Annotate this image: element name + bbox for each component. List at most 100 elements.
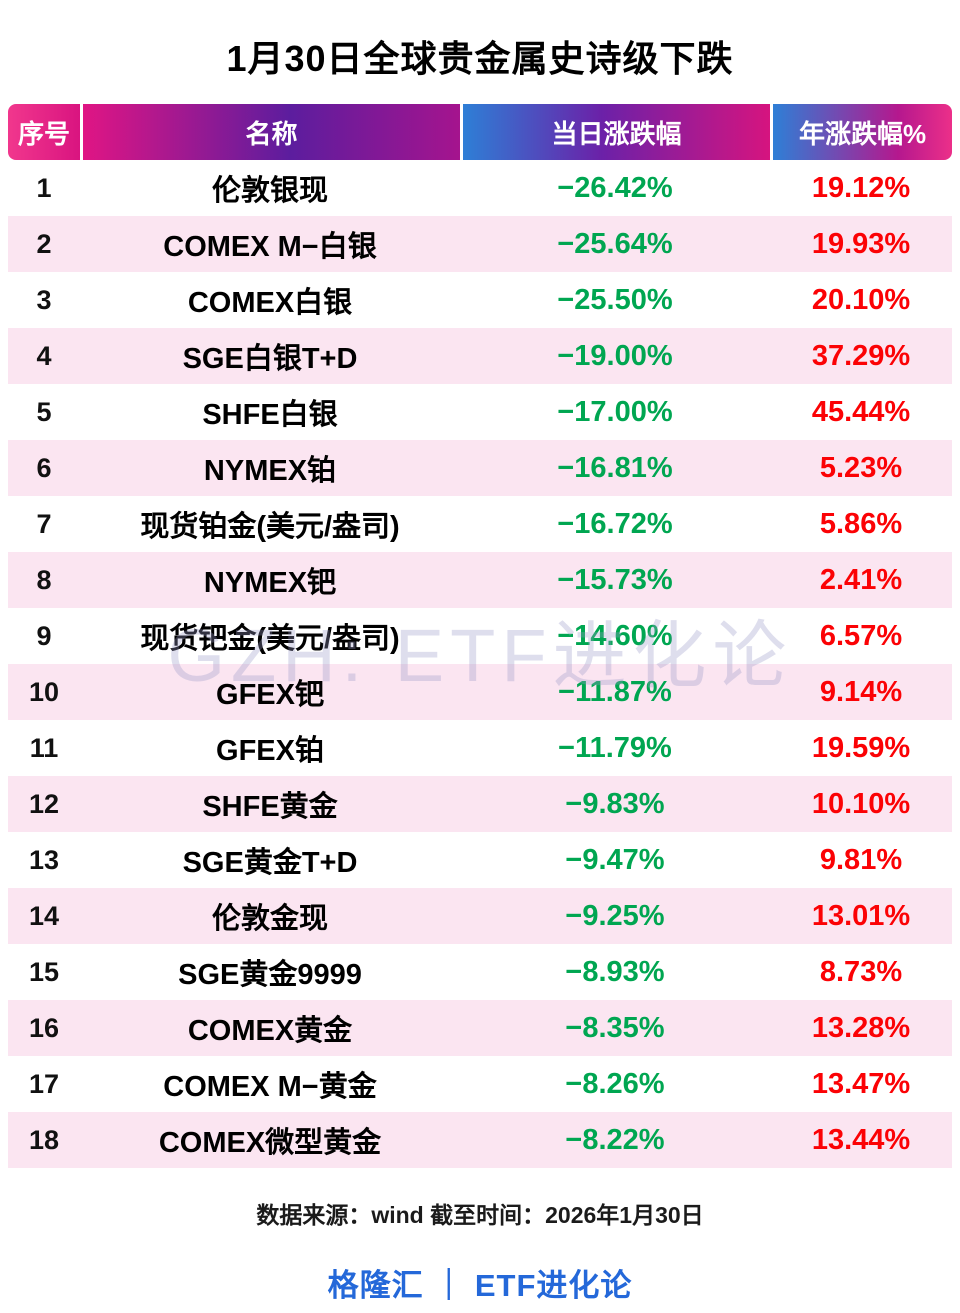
instrument-name: COMEX M−白银 xyxy=(163,231,377,263)
yearly-change-value: 8.73% xyxy=(819,955,903,988)
daily-change-value: −11.87% xyxy=(558,675,672,708)
daily-change-value: −8.35% xyxy=(565,1011,665,1044)
table-row: 1 伦敦银现 −26.42% 19.12% xyxy=(8,160,952,216)
table-row: 9 现货钯金(美元/盎司) −14.60% 6.57% xyxy=(8,608,952,664)
table-body: 1 伦敦银现 −26.42% 19.12% 2 COMEX M−白银 −25.64% 19.9… xyxy=(8,160,952,1168)
page-title: 1月30日全球贵金属史诗级下跌 xyxy=(226,38,734,79)
row-index: 14 xyxy=(28,900,60,931)
instrument-name: SGE白银T+D xyxy=(182,343,358,375)
daily-change-value: −9.25% xyxy=(565,899,665,932)
yearly-change-value: 19.93% xyxy=(811,227,911,260)
header-index: 序号 xyxy=(8,104,80,160)
row-index: 1 xyxy=(36,172,52,203)
row-index: 6 xyxy=(36,452,52,483)
instrument-name: 伦敦金现 xyxy=(211,903,328,935)
yearly-change-value: 19.59% xyxy=(811,731,911,764)
daily-change-value: −17.00% xyxy=(557,395,673,428)
yearly-change-value: 5.86% xyxy=(819,507,903,540)
yearly-change-value: 9.14% xyxy=(819,675,903,708)
table-row: 4 SGE白银T+D −19.00% 37.29% xyxy=(8,328,952,384)
row-index: 4 xyxy=(36,340,52,371)
instrument-name: SGE黄金T+D xyxy=(182,847,358,879)
daily-change-value: −8.22% xyxy=(565,1123,665,1156)
table-row: 17 COMEX M−黄金 −8.26% 13.47% xyxy=(8,1056,952,1112)
instrument-name: COMEX白银 xyxy=(187,287,353,319)
data-source-note: 数据来源：wind 截至时间：2026年1月30日 xyxy=(256,1202,704,1228)
table-row: 13 SGE黄金T+D −9.47% 9.81% xyxy=(8,832,952,888)
instrument-name: 现货铂金(美元/盎司) xyxy=(140,511,400,543)
metals-table: 序号 名称 当日涨跌幅 年涨跌幅% 1 伦敦银现 −26.42% 19.12% 2 COM… xyxy=(8,104,952,1168)
table-row: 15 SGE黄金9999 −8.93% 8.73% xyxy=(8,944,952,1000)
instrument-name: COMEX M−黄金 xyxy=(163,1071,377,1103)
yearly-change-value: 45.44% xyxy=(811,395,911,428)
yearly-change-value: 13.44% xyxy=(811,1123,911,1156)
instrument-name: SHFE白银 xyxy=(202,399,338,431)
header-name: 名称 xyxy=(83,104,460,160)
daily-change-value: −8.93% xyxy=(565,955,665,988)
daily-change-value: −9.47% xyxy=(565,843,665,876)
header-yearly-change: 年涨跌幅% xyxy=(773,104,952,160)
table-row: 6 NYMEX铂 −16.81% 5.23% xyxy=(8,440,952,496)
row-index: 16 xyxy=(28,1012,60,1043)
table-row: 12 SHFE黄金 −9.83% 10.10% xyxy=(8,776,952,832)
daily-change-value: −26.42% xyxy=(557,171,673,204)
daily-change-value: −16.81% xyxy=(557,451,673,484)
row-index: 7 xyxy=(36,508,52,539)
header-daily-change: 当日涨跌幅 xyxy=(463,104,770,160)
yearly-change-value: 13.28% xyxy=(811,1011,911,1044)
yearly-change-value: 13.01% xyxy=(811,899,911,932)
row-index: 15 xyxy=(28,956,60,987)
table-row: 10 GFEX钯 −11.87% 9.14% xyxy=(8,664,952,720)
brand-footer: 格隆汇 ｜ ETF进化论 xyxy=(327,1268,633,1303)
yearly-change-value: 9.81% xyxy=(819,843,903,876)
row-index: 3 xyxy=(36,284,52,315)
instrument-name: COMEX微型黄金 xyxy=(158,1127,382,1159)
table-row: 3 COMEX白银 −25.50% 20.10% xyxy=(8,272,952,328)
table-row: 16 COMEX黄金 −8.35% 13.28% xyxy=(8,1000,952,1056)
row-index: 18 xyxy=(28,1124,60,1155)
daily-change-value: −25.64% xyxy=(557,227,673,260)
table-row: 2 COMEX M−白银 −25.64% 19.93% xyxy=(8,216,952,272)
table-row: 5 SHFE白银 −17.00% 45.44% xyxy=(8,384,952,440)
yearly-change-value: 10.10% xyxy=(811,787,911,820)
daily-change-value: −14.60% xyxy=(557,619,673,652)
instrument-name: SHFE黄金 xyxy=(202,791,338,823)
yearly-change-value: 37.29% xyxy=(811,339,911,372)
row-index: 13 xyxy=(28,844,60,875)
yearly-change-value: 20.10% xyxy=(811,283,911,316)
instrument-name: 现货钯金(美元/盎司) xyxy=(140,623,400,655)
table-row: 7 现货铂金(美元/盎司) −16.72% 5.86% xyxy=(8,496,952,552)
instrument-name: GFEX铂 xyxy=(216,735,324,767)
table-row: 18 COMEX微型黄金 −8.22% 13.44% xyxy=(8,1112,952,1168)
instrument-name: SGE黄金9999 xyxy=(178,959,362,991)
row-index: 2 xyxy=(36,228,52,259)
yearly-change-value: 13.47% xyxy=(811,1067,911,1100)
daily-change-value: −25.50% xyxy=(557,283,673,316)
table-row: 14 伦敦金现 −9.25% 13.01% xyxy=(8,888,952,944)
instrument-name: NYMEX钯 xyxy=(203,567,337,599)
daily-change-value: −11.79% xyxy=(558,731,672,764)
yearly-change-value: 2.41% xyxy=(819,563,903,596)
instrument-name: COMEX黄金 xyxy=(187,1015,353,1047)
instrument-name: 伦敦银现 xyxy=(211,175,328,207)
row-index: 10 xyxy=(28,676,60,707)
daily-change-value: −8.26% xyxy=(565,1067,665,1100)
instrument-name: GFEX钯 xyxy=(216,679,324,711)
table-row: 8 NYMEX钯 −15.73% 2.41% xyxy=(8,552,952,608)
yearly-change-value: 6.57% xyxy=(819,619,903,652)
yearly-change-value: 5.23% xyxy=(819,451,903,484)
daily-change-value: −16.72% xyxy=(557,507,673,540)
row-index: 11 xyxy=(29,732,59,763)
table-row: 11 GFEX铂 −11.79% 19.59% xyxy=(8,720,952,776)
daily-change-value: −15.73% xyxy=(557,563,673,596)
yearly-change-value: 19.12% xyxy=(811,171,911,204)
instrument-name: NYMEX铂 xyxy=(203,455,337,487)
table-header-row: 序号 名称 当日涨跌幅 年涨跌幅% xyxy=(8,104,952,160)
row-index: 9 xyxy=(36,620,52,651)
row-index: 8 xyxy=(36,564,52,595)
daily-change-value: −19.00% xyxy=(557,339,673,372)
row-index: 12 xyxy=(28,788,60,819)
row-index: 5 xyxy=(36,396,52,427)
daily-change-value: −9.83% xyxy=(565,787,665,820)
